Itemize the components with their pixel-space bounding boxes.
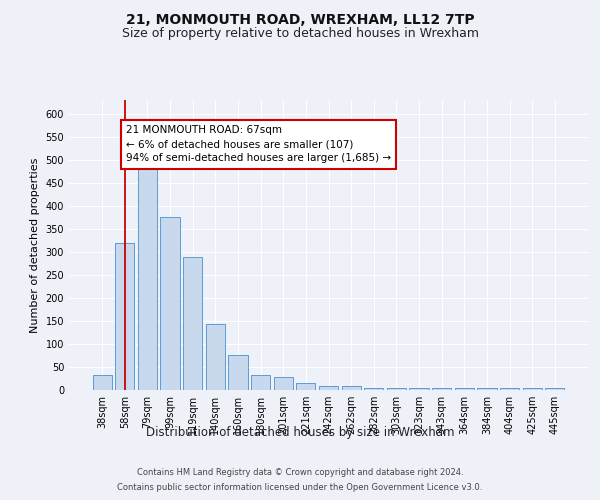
Text: 21 MONMOUTH ROAD: 67sqm
← 6% of detached houses are smaller (107)
94% of semi-de: 21 MONMOUTH ROAD: 67sqm ← 6% of detached… (126, 126, 391, 164)
Text: Contains public sector information licensed under the Open Government Licence v3: Contains public sector information licen… (118, 483, 482, 492)
Text: Distribution of detached houses by size in Wrexham: Distribution of detached houses by size … (146, 426, 454, 439)
Bar (409, 388, 428, 390)
Bar (477, 388, 497, 390)
Bar (500, 388, 519, 390)
Bar (432, 388, 451, 390)
Bar (183, 258, 202, 390)
Y-axis label: Number of detached properties: Number of detached properties (30, 158, 40, 332)
Bar (251, 376, 270, 390)
Text: Contains HM Land Registry data © Crown copyright and database right 2024.: Contains HM Land Registry data © Crown c… (137, 468, 463, 477)
Bar (545, 388, 565, 390)
Text: Size of property relative to detached houses in Wrexham: Size of property relative to detached ho… (121, 28, 479, 40)
Bar (92, 376, 112, 390)
Text: 21, MONMOUTH ROAD, WREXHAM, LL12 7TP: 21, MONMOUTH ROAD, WREXHAM, LL12 7TP (125, 12, 475, 26)
Bar (319, 386, 338, 390)
Bar (115, 242, 134, 390)
Bar (229, 356, 248, 390)
Bar (455, 388, 474, 390)
Bar (160, 218, 180, 390)
Bar (206, 324, 225, 390)
Bar (138, 168, 157, 390)
Bar (296, 383, 316, 390)
Bar (387, 388, 406, 390)
Bar (274, 377, 293, 390)
Bar (364, 388, 383, 390)
Bar (341, 386, 361, 390)
Bar (523, 388, 542, 390)
